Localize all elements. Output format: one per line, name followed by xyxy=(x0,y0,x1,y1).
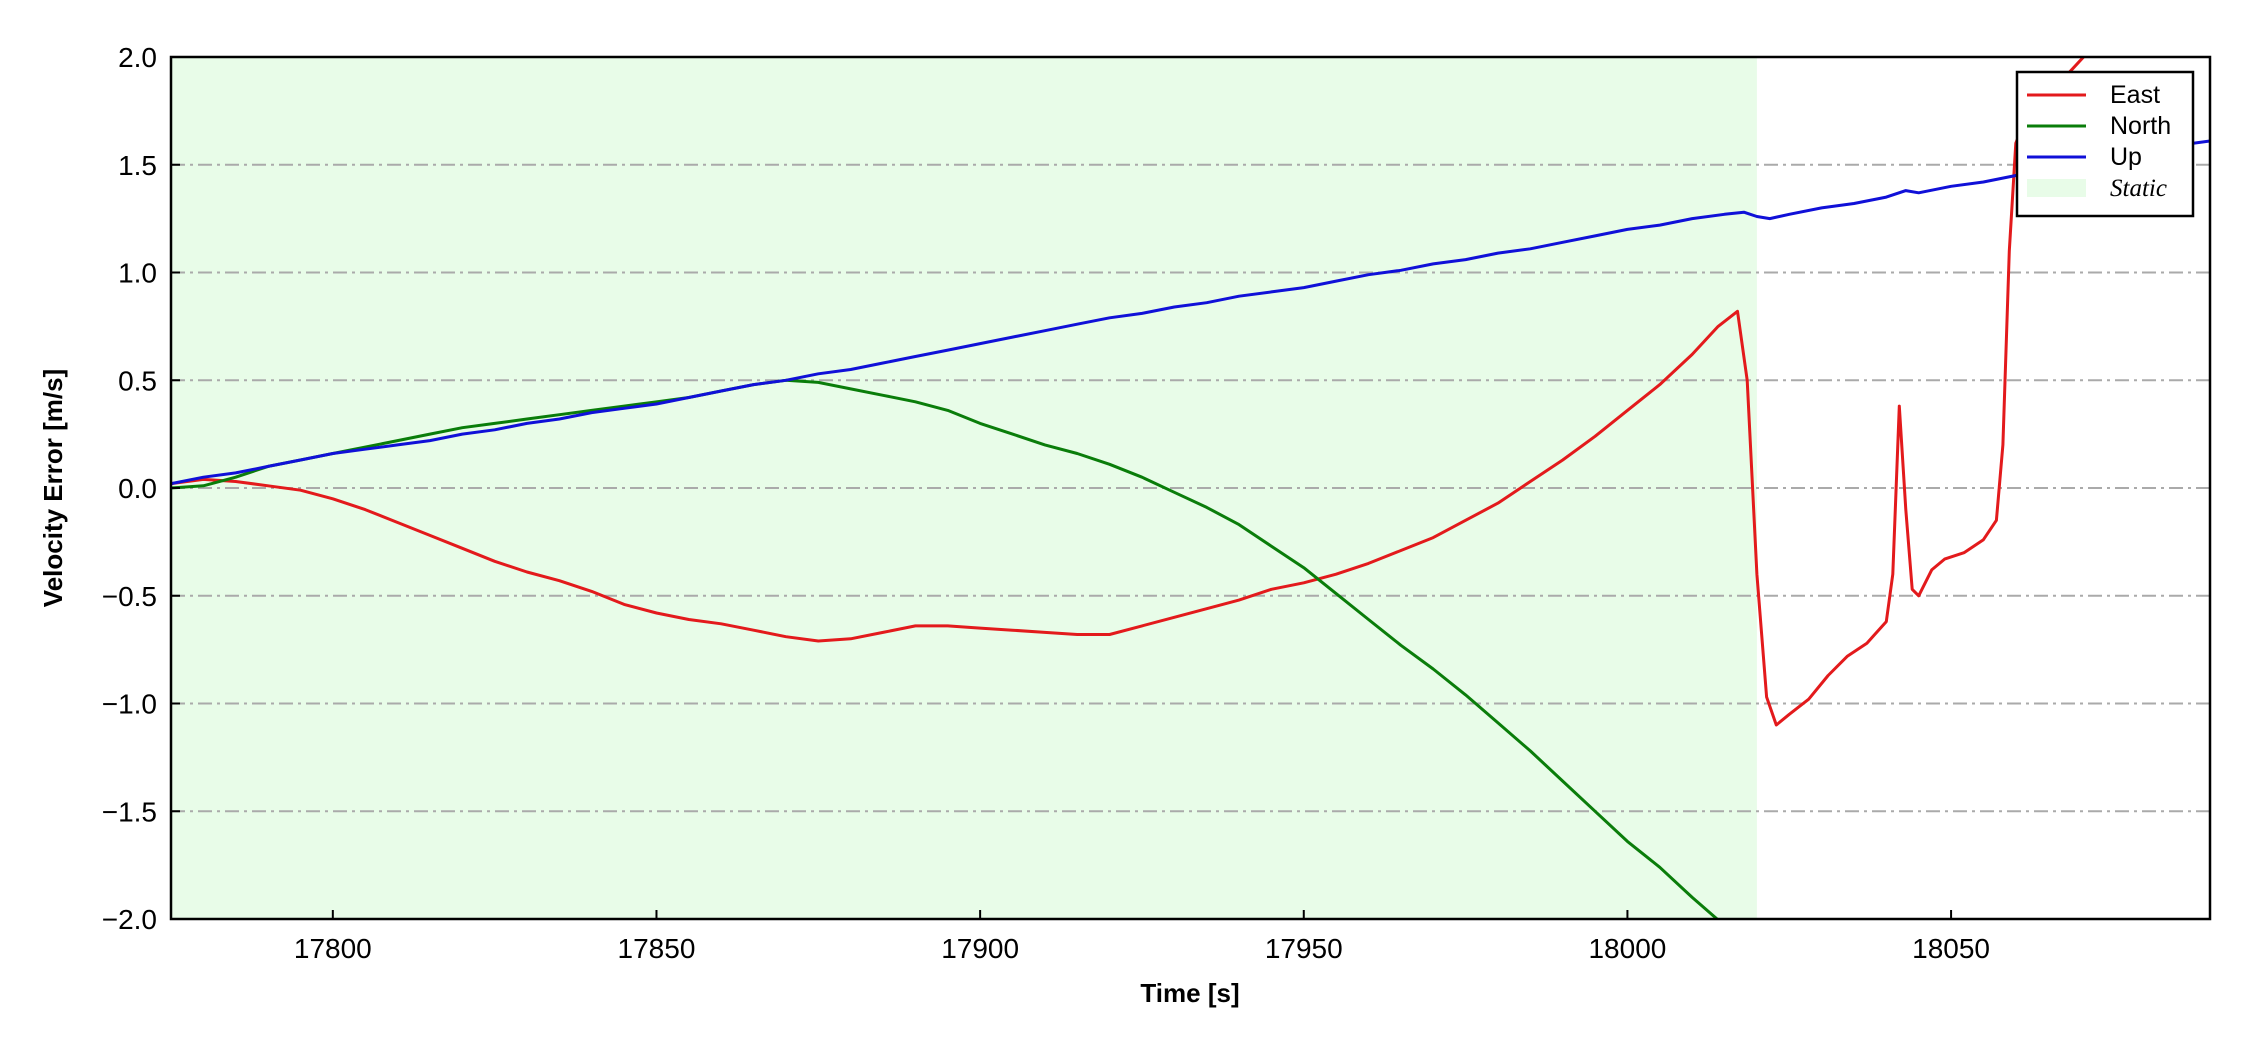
legend-label-north: North xyxy=(2110,112,2171,140)
y-axis-title: Velocity Error [m/s] xyxy=(38,369,68,607)
series-line-up xyxy=(171,139,2210,486)
y-tick-label: 0.0 xyxy=(118,473,157,504)
y-tick-label: −2.0 xyxy=(102,904,157,935)
y-tick-label: 0.5 xyxy=(118,365,157,396)
legend-entries: East North Up Static xyxy=(2027,81,2171,202)
y-tick-label: 2.0 xyxy=(118,42,157,73)
y-tick-label: −1.0 xyxy=(102,689,157,720)
y-axis: −2.0 −1.5 −1.0 −0.5 0.0 0.5 1.0 1.5 2.0 xyxy=(102,42,180,935)
x-axis: 17800 17850 17900 17950 18000 18050 xyxy=(294,910,1990,964)
x-tick-label: 18000 xyxy=(1588,933,1666,964)
y-tick-label: −0.5 xyxy=(102,581,157,612)
legend-label-static: Static xyxy=(2110,175,2167,202)
x-axis-title: Time [s] xyxy=(1140,978,1239,1008)
legend-label-east: East xyxy=(2110,81,2160,109)
legend-label-up: Up xyxy=(2110,143,2142,171)
x-tick-label: 18050 xyxy=(1912,933,1990,964)
legend-swatch-static xyxy=(2027,179,2086,197)
y-tick-label: −1.5 xyxy=(102,796,157,827)
series-line-north xyxy=(171,378,1720,919)
series-line-east xyxy=(171,57,2086,727)
x-tick-label: 17900 xyxy=(941,933,1019,964)
grid-lines xyxy=(171,163,2210,813)
x-tick-label: 17850 xyxy=(618,933,696,964)
x-tick-label: 17800 xyxy=(294,933,372,964)
series-layer xyxy=(171,57,2210,919)
legend: East North Up Static xyxy=(2015,70,2195,218)
y-tick-label: 1.0 xyxy=(118,258,157,289)
y-tick-label: 1.5 xyxy=(118,150,157,181)
x-tick-label: 17950 xyxy=(1265,933,1343,964)
